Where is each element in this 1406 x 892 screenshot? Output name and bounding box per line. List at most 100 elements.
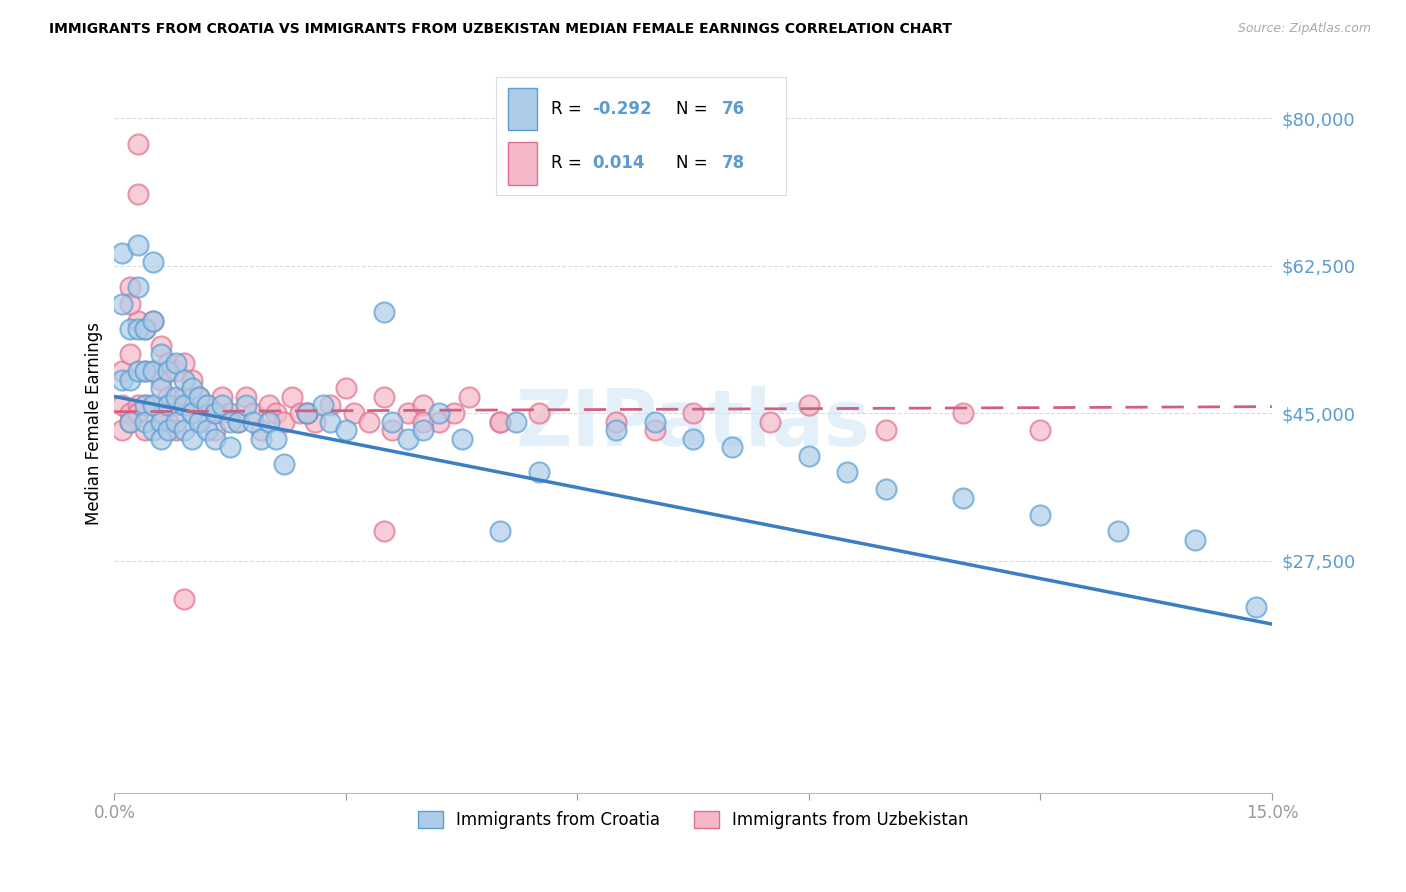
Point: [527, 406, 550, 420]
Point: [235, 398, 257, 412]
Text: Source: ZipAtlas.com: Source: ZipAtlas.com: [1237, 22, 1371, 36]
Point: [173, 591, 195, 606]
Point: [319, 398, 342, 412]
Point: [149, 432, 172, 446]
Point: [165, 398, 187, 412]
Point: [1029, 508, 1052, 522]
Point: [443, 406, 465, 420]
Point: [797, 449, 820, 463]
Point: [111, 423, 134, 437]
Point: [111, 246, 134, 260]
Point: [188, 390, 211, 404]
Point: [211, 390, 233, 404]
Point: [134, 398, 156, 412]
Point: [720, 440, 742, 454]
Point: [134, 364, 156, 378]
Point: [242, 415, 264, 429]
Point: [157, 356, 180, 370]
Point: [157, 415, 180, 429]
Point: [489, 524, 512, 539]
Point: [312, 398, 335, 412]
Point: [142, 254, 165, 268]
Point: [173, 390, 195, 404]
Point: [226, 415, 249, 429]
Point: [412, 423, 434, 437]
Point: [188, 415, 211, 429]
Point: [412, 398, 434, 412]
Point: [165, 356, 187, 370]
Point: [489, 415, 512, 429]
Point: [797, 398, 820, 412]
Point: [111, 297, 134, 311]
Point: [180, 373, 202, 387]
Legend: Immigrants from Croatia, Immigrants from Uzbekistan: Immigrants from Croatia, Immigrants from…: [411, 805, 976, 836]
Point: [458, 390, 481, 404]
Point: [127, 406, 149, 420]
Point: [165, 423, 187, 437]
Point: [149, 339, 172, 353]
Point: [396, 406, 419, 420]
Point: [335, 381, 357, 395]
Point: [118, 415, 141, 429]
Point: [149, 406, 172, 420]
Point: [173, 398, 195, 412]
Point: [195, 398, 218, 412]
Point: [111, 373, 134, 387]
Point: [297, 406, 319, 420]
Point: [343, 406, 366, 420]
Point: [952, 406, 974, 420]
Point: [427, 415, 450, 429]
Point: [527, 466, 550, 480]
Point: [250, 423, 273, 437]
Point: [319, 415, 342, 429]
Point: [381, 423, 404, 437]
Point: [235, 390, 257, 404]
Point: [682, 406, 704, 420]
Point: [450, 432, 472, 446]
Point: [142, 423, 165, 437]
Point: [157, 390, 180, 404]
Point: [142, 364, 165, 378]
Text: IMMIGRANTS FROM CROATIA VS IMMIGRANTS FROM UZBEKISTAN MEDIAN FEMALE EARNINGS COR: IMMIGRANTS FROM CROATIA VS IMMIGRANTS FR…: [49, 22, 952, 37]
Point: [134, 398, 156, 412]
Point: [204, 406, 226, 420]
Point: [273, 415, 295, 429]
Point: [644, 423, 666, 437]
Point: [134, 364, 156, 378]
Point: [195, 423, 218, 437]
Point: [396, 432, 419, 446]
Point: [875, 423, 897, 437]
Point: [118, 373, 141, 387]
Point: [180, 432, 202, 446]
Point: [373, 390, 395, 404]
Point: [157, 364, 180, 378]
Point: [127, 187, 149, 202]
Point: [127, 136, 149, 151]
Point: [149, 373, 172, 387]
Point: [142, 313, 165, 327]
Point: [173, 423, 195, 437]
Point: [142, 364, 165, 378]
Point: [180, 406, 202, 420]
Point: [204, 423, 226, 437]
Point: [281, 390, 304, 404]
Point: [188, 390, 211, 404]
Point: [118, 406, 141, 420]
Point: [373, 524, 395, 539]
Point: [149, 381, 172, 395]
Point: [1107, 524, 1129, 539]
Point: [250, 432, 273, 446]
Point: [118, 322, 141, 336]
Point: [173, 356, 195, 370]
Point: [149, 347, 172, 361]
Point: [357, 415, 380, 429]
Point: [118, 415, 141, 429]
Point: [266, 406, 288, 420]
Point: [149, 415, 172, 429]
Point: [111, 398, 134, 412]
Point: [605, 415, 627, 429]
Point: [180, 406, 202, 420]
Point: [273, 457, 295, 471]
Point: [427, 406, 450, 420]
Point: [837, 466, 859, 480]
